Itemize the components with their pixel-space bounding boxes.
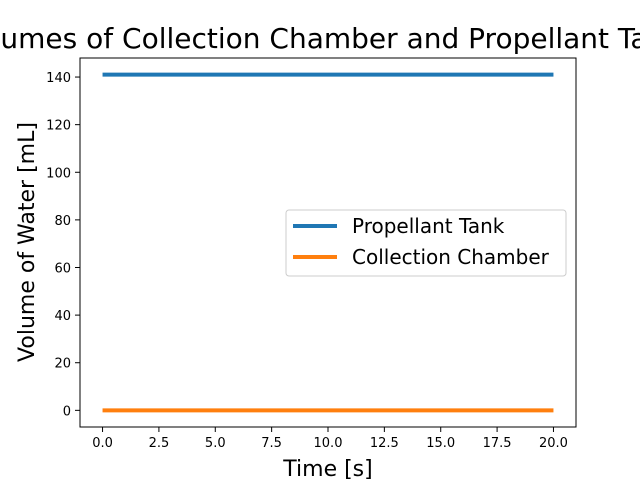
y-tick-label: 40 xyxy=(54,309,71,324)
y-axis-label: Volume of Water [mL] xyxy=(15,122,40,362)
y-tick-label: 80 xyxy=(54,214,71,229)
legend: Propellant Tank Collection Chamber xyxy=(285,209,567,277)
x-tick-label: 2.5 xyxy=(149,436,170,451)
y-axis: 0 20 40 60 80 100 120 140 xyxy=(46,71,80,419)
x-tick-label: 10.0 xyxy=(314,436,343,451)
x-tick-label: 0.0 xyxy=(92,436,113,451)
x-tick-label: 17.5 xyxy=(483,436,512,451)
legend-label-collection-chamber: Collection Chamber xyxy=(352,245,550,269)
x-tick-label: 7.5 xyxy=(261,436,282,451)
y-tick-label: 60 xyxy=(54,261,71,276)
x-tick-label: 5.0 xyxy=(205,436,226,451)
y-tick-label: 0 xyxy=(63,404,71,419)
y-tick-label: 120 xyxy=(46,119,71,134)
legend-box xyxy=(285,209,567,277)
series-lines xyxy=(102,72,554,413)
y-tick-label: 140 xyxy=(46,71,71,86)
chart-title: Volumes of Collection Chamber and Propel… xyxy=(0,22,640,55)
x-axis-label: Time [s] xyxy=(282,457,372,480)
x-tick-label: 20.0 xyxy=(539,436,568,451)
x-tick-label: 15.0 xyxy=(426,436,455,451)
y-tick-label: 100 xyxy=(46,166,71,181)
x-axis: 0.0 2.5 5.0 7.5 10.0 12.5 15.0 17.5 20.0 xyxy=(92,427,568,451)
legend-label-propellant-tank: Propellant Tank xyxy=(352,214,505,238)
x-tick-label: 12.5 xyxy=(370,436,399,451)
y-tick-label: 20 xyxy=(54,357,71,372)
